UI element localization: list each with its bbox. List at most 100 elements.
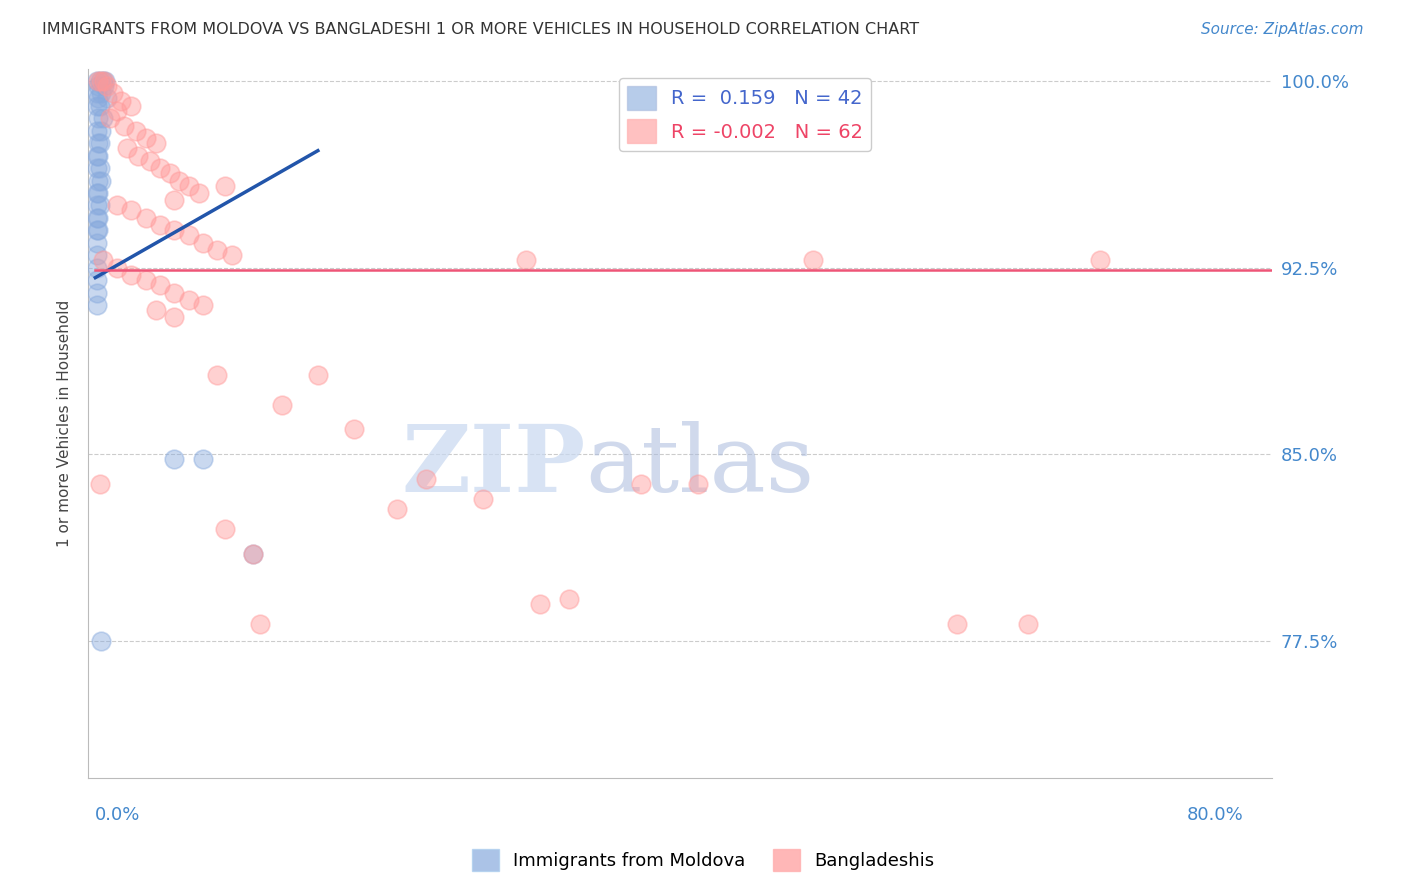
Point [86, 74, 108, 88]
Point [86, 298, 108, 312]
Point [1090, 253, 1112, 268]
Point [558, 591, 581, 606]
Legend: Immigrants from Moldova, Bangladeshis: Immigrants from Moldova, Bangladeshis [464, 842, 942, 879]
Point [135, 273, 157, 287]
Text: Source: ZipAtlas.com: Source: ZipAtlas.com [1201, 22, 1364, 37]
Point [149, 219, 172, 233]
Point [87, 78, 110, 93]
Point [221, 248, 243, 262]
Point [120, 99, 142, 113]
Point [415, 472, 437, 486]
Point [242, 547, 264, 561]
Point [187, 186, 209, 200]
Point [89, 198, 111, 212]
Point [177, 228, 200, 243]
Point [214, 178, 236, 193]
Point [86, 161, 108, 175]
Point [214, 522, 236, 536]
Point [86, 235, 108, 250]
Point [89, 99, 111, 113]
Text: 0.0%: 0.0% [96, 806, 141, 824]
Point [163, 452, 186, 467]
Point [87, 91, 110, 105]
Point [90, 124, 112, 138]
Point [90, 87, 112, 101]
Point [90, 634, 112, 648]
Point [249, 616, 271, 631]
Point [91, 253, 114, 268]
Point [86, 223, 108, 237]
Point [91, 74, 114, 88]
Point [159, 166, 181, 180]
Point [688, 477, 710, 491]
Point [86, 198, 108, 212]
Point [89, 136, 111, 151]
Point [167, 173, 190, 187]
Point [471, 492, 494, 507]
Text: IMMIGRANTS FROM MOLDOVA VS BANGLADESHI 1 OR MORE VEHICLES IN HOUSEHOLD CORRELATI: IMMIGRANTS FROM MOLDOVA VS BANGLADESHI 1… [42, 22, 920, 37]
Point [385, 502, 408, 516]
Point [105, 103, 128, 118]
Point [93, 74, 115, 88]
Point [91, 112, 114, 126]
Legend: R =  0.159   N = 42, R = -0.002   N = 62: R = 0.159 N = 42, R = -0.002 N = 62 [619, 78, 872, 151]
Point [149, 278, 172, 293]
Point [86, 124, 108, 138]
Point [96, 78, 118, 93]
Point [86, 87, 108, 101]
Point [89, 161, 111, 175]
Point [515, 253, 537, 268]
Point [529, 597, 551, 611]
Point [86, 186, 108, 200]
Point [93, 78, 115, 93]
Point [120, 268, 142, 282]
Point [630, 477, 652, 491]
Point [90, 173, 112, 187]
Text: atlas: atlas [585, 421, 815, 511]
Y-axis label: 1 or more Vehicles in Household: 1 or more Vehicles in Household [58, 300, 72, 547]
Point [945, 616, 967, 631]
Point [139, 153, 162, 168]
Point [87, 186, 110, 200]
Point [87, 136, 110, 151]
Point [307, 368, 329, 382]
Point [86, 260, 108, 275]
Point [135, 211, 157, 225]
Text: 80.0%: 80.0% [1187, 806, 1244, 824]
Point [86, 285, 108, 300]
Point [163, 310, 186, 325]
Point [271, 398, 294, 412]
Point [191, 298, 214, 312]
Point [87, 74, 110, 88]
Point [343, 422, 366, 436]
Point [145, 303, 167, 318]
Point [1017, 616, 1039, 631]
Point [101, 87, 124, 101]
Point [120, 203, 142, 218]
Point [87, 223, 110, 237]
Point [177, 178, 200, 193]
Point [163, 285, 186, 300]
Point [163, 223, 186, 237]
Point [87, 173, 110, 187]
Point [90, 74, 112, 88]
Point [242, 547, 264, 561]
Point [94, 74, 117, 88]
Point [86, 248, 108, 262]
Point [124, 124, 146, 138]
Point [96, 91, 118, 105]
Point [801, 253, 824, 268]
Point [86, 273, 108, 287]
Point [86, 99, 108, 113]
Point [163, 194, 186, 208]
Point [207, 244, 229, 258]
Point [87, 112, 110, 126]
Point [86, 148, 108, 162]
Point [135, 131, 157, 145]
Point [145, 136, 167, 151]
Point [207, 368, 229, 382]
Point [110, 94, 132, 108]
Point [98, 112, 121, 126]
Point [105, 198, 128, 212]
Point [127, 148, 149, 162]
